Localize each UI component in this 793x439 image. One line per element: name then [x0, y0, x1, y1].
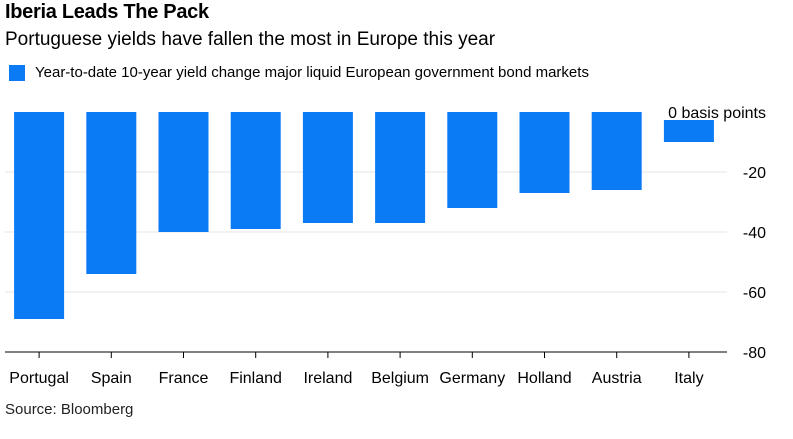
- legend: Year-to-date 10-year yield change major …: [5, 64, 589, 81]
- y-tick-label: -20: [743, 165, 766, 182]
- y-tick-label: -80: [743, 345, 766, 362]
- x-tick-label: Holland: [517, 370, 571, 387]
- x-tick-label: Belgium: [371, 370, 429, 387]
- y-tick-label: -40: [743, 225, 766, 242]
- x-tick-label: Spain: [91, 370, 132, 387]
- x-tick-label: Italy: [674, 370, 703, 387]
- bar-austria: [591, 112, 642, 190]
- bar-finland: [230, 112, 281, 229]
- chart-title: Iberia Leads The Pack: [5, 1, 209, 23]
- legend-label: Year-to-date 10-year yield change major …: [35, 64, 589, 81]
- x-tick-label: Germany: [439, 370, 505, 387]
- legend-swatch: [9, 64, 25, 81]
- bar-spain: [86, 112, 137, 274]
- x-tick-label: France: [159, 370, 209, 387]
- bar-germany: [447, 112, 498, 208]
- bar-portugal: [14, 112, 65, 319]
- y-tick-label: -60: [743, 285, 766, 302]
- bar-belgium: [375, 112, 426, 223]
- x-tick-label: Finland: [229, 370, 281, 387]
- source-note: Source: Bloomberg: [5, 401, 134, 418]
- bar-holland: [519, 112, 570, 193]
- x-tick-label: Portugal: [9, 370, 69, 387]
- chart-subtitle: Portuguese yields have fallen the most i…: [5, 29, 496, 50]
- x-tick-label: Austria: [592, 370, 642, 387]
- bar-france: [158, 112, 209, 232]
- y-tick-label: 0 basis points: [668, 105, 766, 122]
- bar-italy: [663, 120, 714, 142]
- bar-ireland: [302, 112, 353, 223]
- x-tick-label: Ireland: [303, 370, 352, 387]
